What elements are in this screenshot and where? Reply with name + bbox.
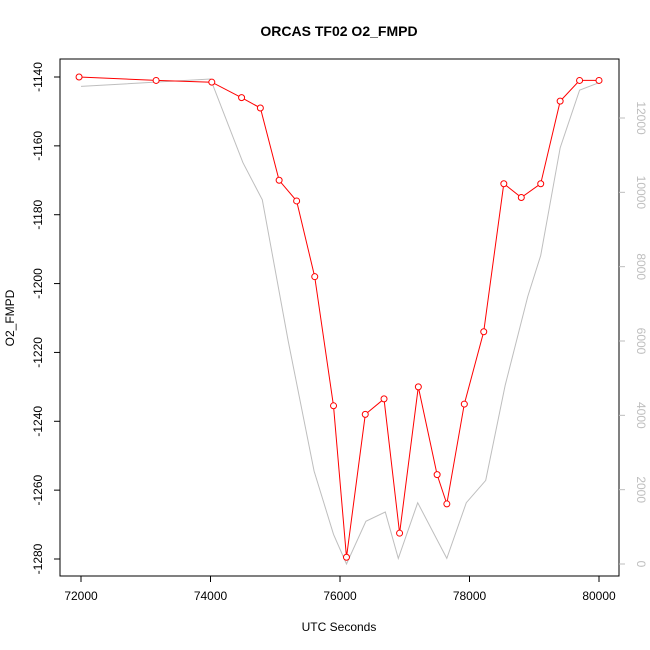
y-right-tick-label: 6000: [634, 328, 648, 355]
x-tick-label: 72000: [64, 589, 98, 603]
series-layer: [75, 73, 603, 566]
y-left-tick-label: -1240: [31, 406, 45, 437]
y-left-tick-label: -1160: [31, 131, 45, 161]
y-axis-right: 0 2000 4000 6000 8000 10000 12000: [619, 101, 648, 568]
y-left-tick-label: -1200: [31, 268, 45, 299]
data-point: [414, 383, 422, 391]
x-tick-label: 78000: [453, 589, 487, 603]
data-point: [208, 78, 216, 86]
data-point: [537, 180, 545, 188]
y-right-tick-label: 4000: [634, 402, 648, 429]
data-point: [556, 97, 564, 105]
data-point: [330, 402, 338, 410]
data-point: [238, 94, 246, 102]
data-point: [595, 76, 603, 84]
y-right-tick-label: 10000: [634, 176, 648, 210]
y-left-tick-label: -1260: [31, 474, 45, 505]
y-right-tick-label: 8000: [634, 253, 648, 280]
y-right-tick-label: 0: [634, 561, 648, 568]
data-point: [433, 471, 441, 479]
data-point: [500, 180, 508, 188]
data-point: [75, 73, 83, 81]
x-tick-label: 80000: [582, 589, 616, 603]
data-point: [517, 194, 525, 201]
data-point: [576, 76, 584, 84]
data-point: [342, 553, 350, 561]
data-point: [396, 529, 404, 537]
y-left-tick-label: -1180: [31, 199, 45, 229]
x-tick-label: 76000: [323, 589, 357, 603]
x-axis: 72000 74000 76000 78000 80000: [64, 576, 616, 603]
data-point: [256, 104, 264, 112]
data-point: [480, 328, 488, 336]
data-point: [275, 176, 283, 184]
data-point: [443, 500, 451, 508]
y-axis-left: -1280 -1260 -1240 -1220 -1200 -1180 -1160 -1140: [31, 62, 60, 574]
y-axis-label: O2_FMPD: [3, 289, 17, 346]
y-left-tick-label: -1280: [31, 543, 45, 574]
y-right-tick-label: 12000: [634, 101, 648, 135]
y-left-tick-label: -1220: [31, 337, 45, 368]
plot-frame: [59, 58, 620, 577]
x-tick-label: 74000: [194, 589, 228, 603]
series-line-right-axis: [80, 78, 600, 566]
data-point: [293, 197, 301, 205]
x-axis-label: UTC Seconds: [302, 620, 377, 634]
data-point: [361, 410, 369, 418]
series-line-o2-fmpd: [79, 76, 599, 558]
data-point: [460, 400, 468, 408]
chart-title: ORCAS TF02 O2_FMPD: [260, 23, 417, 39]
y-right-tick-label: 2000: [634, 476, 648, 503]
data-point: [152, 76, 160, 84]
data-point: [380, 395, 388, 403]
data-point: [311, 273, 319, 281]
y-left-tick-label: -1140: [31, 62, 45, 92]
